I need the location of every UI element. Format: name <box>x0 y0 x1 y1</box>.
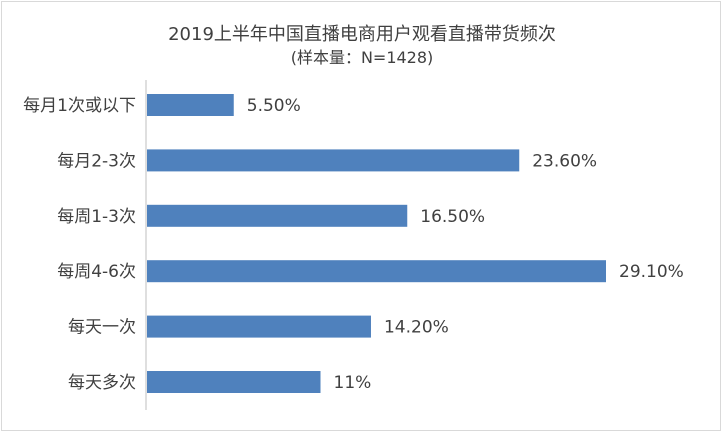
category-label: 每天一次 <box>68 318 136 338</box>
chart-subtitle: (样本量：N=1428) <box>290 48 434 67</box>
data-label: 5.50% <box>247 96 301 116</box>
bar <box>147 149 520 172</box>
category-label: 每月1次或以下 <box>23 96 136 116</box>
category-label: 每月2-3次 <box>57 151 136 171</box>
bar <box>147 94 234 116</box>
data-label: 23.60% <box>532 151 597 171</box>
bar <box>147 315 371 338</box>
chart-title: 2019上半年中国直播电商用户观看直播带货频次 <box>168 24 556 45</box>
data-label: 11% <box>334 373 372 393</box>
category-label: 每周4-6次 <box>57 262 136 282</box>
bar <box>147 371 321 393</box>
category-label: 每周1-3次 <box>57 207 136 227</box>
data-label: 29.10% <box>619 262 684 282</box>
bar <box>147 204 408 227</box>
bar <box>147 260 606 283</box>
data-label: 16.50% <box>420 207 485 227</box>
data-label: 14.20% <box>384 318 449 338</box>
category-label: 每天多次 <box>68 373 136 393</box>
